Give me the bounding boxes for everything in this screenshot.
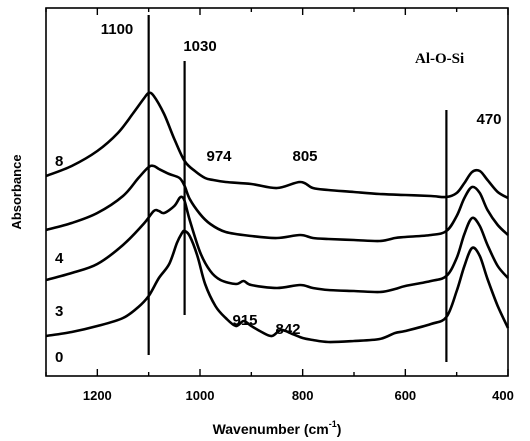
x-axis-ticks: 1200 1000 800 600 400 xyxy=(45,8,514,403)
y-axis-label: Absorbance xyxy=(9,154,24,229)
peak-label-1030: 1030 xyxy=(183,38,216,55)
peak-label-915: 915 xyxy=(232,312,257,329)
series-label-0: 0 xyxy=(55,349,63,366)
peak-marker-lines xyxy=(147,15,448,362)
x-tick-label: 800 xyxy=(292,388,314,403)
x-tick-label: 1200 xyxy=(83,388,112,403)
plot-frame xyxy=(45,7,509,377)
series-label-3: 3 xyxy=(55,303,63,320)
peak-label-805: 805 xyxy=(292,148,317,165)
peak-labels: 1100 1030 974 805 915 842 470 xyxy=(101,21,502,338)
x-axis-label-close: ) xyxy=(337,421,342,437)
series-curve-0 xyxy=(45,229,510,344)
series-label-4: 4 xyxy=(55,250,64,267)
peak-label-470: 470 xyxy=(476,111,501,128)
x-axis-label-exponent: -1 xyxy=(329,419,337,429)
x-tick-label: 1000 xyxy=(186,388,215,403)
series-labels: 8 4 3 0 xyxy=(55,153,64,366)
peak-label-974: 974 xyxy=(206,148,232,165)
series-curve-4 xyxy=(45,164,509,243)
series-curve-3 xyxy=(45,195,509,294)
plot-area-border xyxy=(45,7,509,377)
peak-label-1100: 1100 xyxy=(101,21,134,38)
group-annotation: Al-O-Si xyxy=(415,51,464,67)
x-axis-label-text: Wavenumber (cm xyxy=(213,421,329,437)
series-label-8: 8 xyxy=(55,153,63,170)
peak-label-842: 842 xyxy=(275,321,300,338)
x-tick-label: 600 xyxy=(394,388,416,403)
series-curve-8 xyxy=(45,91,509,200)
series-curves xyxy=(45,91,510,344)
x-axis-label: Wavenumber (cm-1) xyxy=(213,419,342,437)
x-tick-label: 400 xyxy=(492,388,514,403)
